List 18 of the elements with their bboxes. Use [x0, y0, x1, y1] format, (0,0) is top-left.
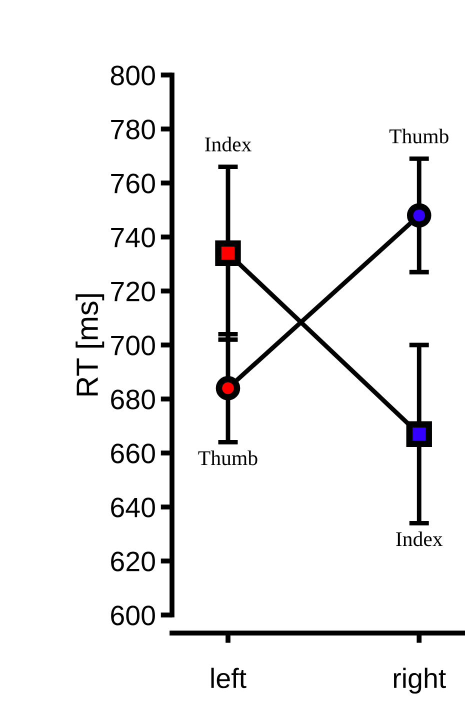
x-tick-label: right — [394, 668, 446, 694]
annotation: Index — [205, 136, 252, 152]
y-tick-label: 620 — [111, 552, 155, 572]
y-axis-title: RT [ms] — [76, 294, 104, 396]
y-tick-label: 680 — [111, 390, 155, 410]
y-tick-label: 780 — [111, 120, 155, 140]
x-tick-label: left — [211, 668, 246, 688]
y-tick-label: 700 — [111, 336, 155, 356]
y-tick-label: 800 — [110, 66, 155, 86]
y-tick-label: 640 — [111, 498, 155, 518]
annotation: Index — [396, 532, 443, 546]
y-tick-label: 720 — [111, 282, 155, 302]
annotation: Thumb — [389, 128, 448, 144]
y-tick-label: 660 — [111, 444, 155, 464]
y-tick-label: 760 — [111, 174, 155, 194]
y-tick-label: 600 — [111, 606, 155, 626]
y-tick-label: 740 — [111, 228, 155, 248]
annotation: Thumb — [198, 450, 258, 466]
